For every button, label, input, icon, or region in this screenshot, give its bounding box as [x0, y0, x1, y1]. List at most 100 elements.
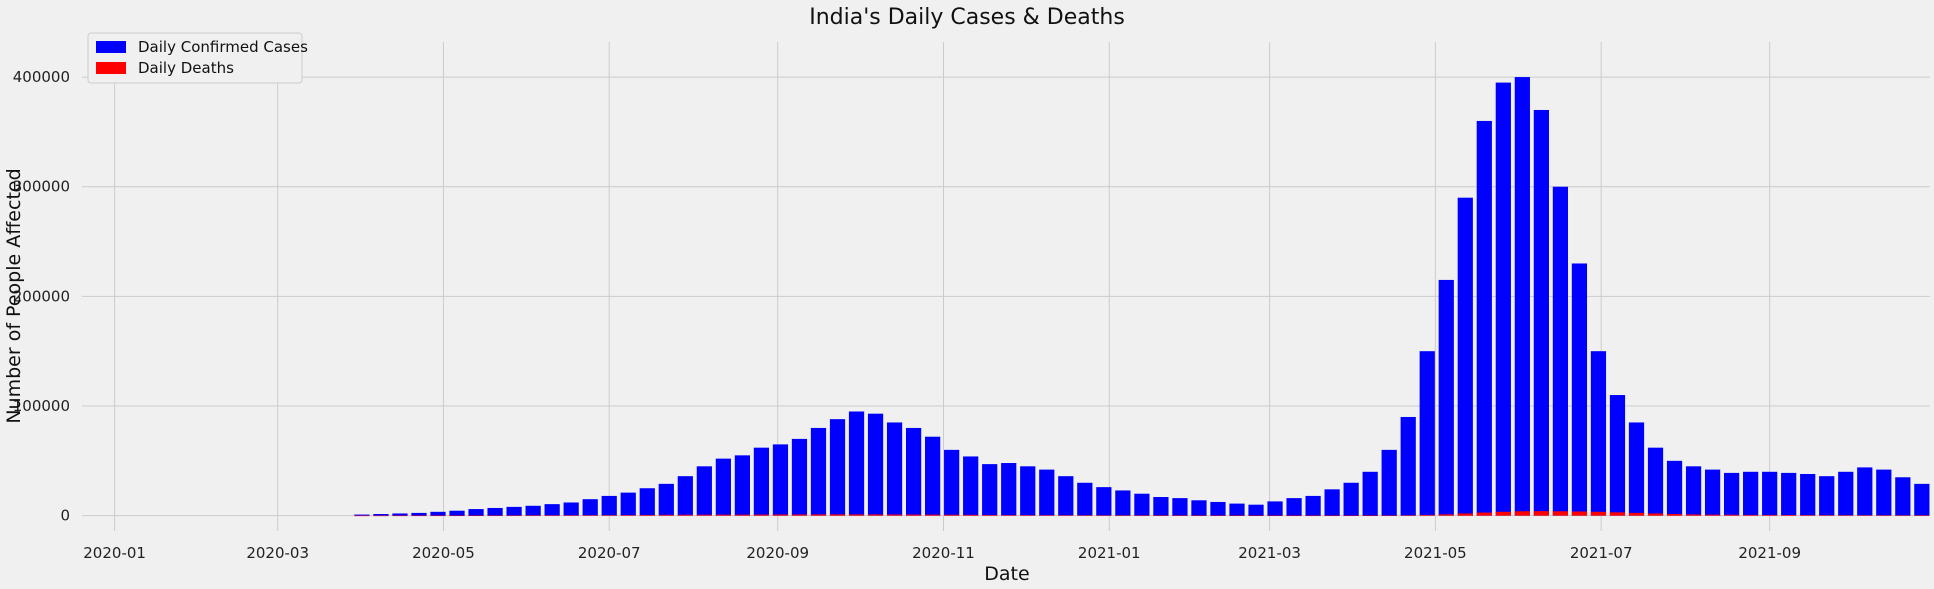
bar-confirmed-cases: [1438, 279, 1454, 516]
bar-daily-deaths: [1305, 515, 1321, 517]
bar-daily-deaths: [1324, 515, 1340, 517]
bar-confirmed-cases: [1724, 472, 1740, 516]
bar-confirmed-cases: [772, 444, 789, 516]
bar-daily-deaths: [1876, 515, 1892, 516]
bar-daily-deaths: [639, 514, 655, 516]
bar-confirmed-cases: [525, 505, 541, 516]
bar-confirmed-cases: [1762, 471, 1778, 516]
x-tick-label: 2021-05: [1404, 544, 1467, 562]
bar-confirmed-cases: [791, 438, 808, 516]
bar-daily-deaths: [411, 515, 427, 517]
bar-confirmed-cases: [1172, 498, 1188, 516]
bar-confirmed-cases: [582, 499, 598, 516]
bar-confirmed-cases: [1210, 501, 1226, 516]
bar-confirmed-cases: [1514, 77, 1530, 516]
bar-daily-deaths: [544, 515, 560, 516]
bar-daily-deaths: [487, 515, 503, 516]
bar-daily-deaths: [1343, 515, 1359, 517]
bar-daily-deaths: [886, 514, 903, 516]
bar-confirmed-cases: [1324, 489, 1340, 516]
bar-confirmed-cases: [1666, 460, 1683, 516]
bar-daily-deaths: [1438, 514, 1454, 516]
bar-daily-deaths: [1286, 515, 1302, 517]
bar-daily-deaths: [1914, 515, 1930, 516]
bar-daily-deaths: [963, 514, 979, 516]
bar-confirmed-cases: [1552, 186, 1569, 516]
bar-confirmed-cases: [1020, 466, 1036, 516]
bar-daily-deaths: [1514, 511, 1530, 516]
bar-confirmed-cases: [544, 504, 560, 516]
bar-confirmed-cases: [1305, 495, 1321, 516]
bar-confirmed-cases: [354, 514, 370, 516]
bar-confirmed-cases: [1362, 471, 1378, 516]
bar-daily-deaths: [1895, 515, 1911, 516]
bar-daily-deaths: [1476, 512, 1492, 516]
bar-confirmed-cases: [620, 492, 636, 516]
bar-daily-deaths: [1248, 515, 1264, 516]
x-tick-label: 2020-07: [578, 544, 641, 562]
bar-confirmed-cases: [677, 476, 693, 516]
bar-daily-deaths: [620, 515, 636, 516]
bar-daily-deaths: [430, 515, 446, 517]
bar-confirmed-cases: [715, 458, 731, 516]
bar-confirmed-cases: [1895, 477, 1911, 516]
x-axis-label: Date: [984, 563, 1029, 585]
bar-daily-deaths: [468, 515, 484, 516]
x-tick-label: 2020-05: [412, 544, 475, 562]
bar-daily-deaths: [677, 514, 693, 516]
bar-confirmed-cases: [1134, 493, 1150, 516]
bar-confirmed-cases: [1876, 469, 1892, 516]
y-tick-label: 200000: [13, 287, 70, 305]
bar-confirmed-cases: [1819, 476, 1835, 516]
bar-confirmed-cases: [1419, 351, 1435, 516]
bar-confirmed-cases: [1838, 471, 1854, 516]
bar-daily-deaths: [1857, 515, 1873, 516]
bar-daily-deaths: [848, 514, 865, 516]
bar-confirmed-cases: [905, 427, 922, 516]
bar-daily-deaths: [982, 514, 998, 516]
bar-confirmed-cases: [753, 447, 770, 516]
bar-daily-deaths: [1647, 513, 1664, 516]
bar-daily-deaths: [1685, 514, 1702, 516]
bar-daily-deaths: [601, 515, 617, 516]
series-confirmed-cases: [354, 77, 1930, 516]
bar-confirmed-cases: [1381, 449, 1397, 516]
legend: Daily Confirmed Cases Daily Deaths: [87, 32, 308, 84]
bar-confirmed-cases: [639, 488, 655, 516]
bar-daily-deaths: [1134, 515, 1150, 516]
y-tick-label: 0: [60, 507, 70, 525]
bar-confirmed-cases: [1191, 500, 1207, 516]
bar-daily-deaths: [715, 514, 731, 516]
bar-daily-deaths: [1419, 514, 1435, 516]
bar-daily-deaths: [1362, 515, 1378, 516]
x-tick-label: 2020-09: [746, 544, 809, 562]
y-tick-label: 100000: [13, 397, 70, 415]
bar-confirmed-cases: [1343, 482, 1359, 516]
legend-label-cases: Daily Confirmed Cases: [138, 38, 308, 56]
bar-confirmed-cases: [373, 514, 389, 516]
bar-confirmed-cases: [1229, 503, 1245, 516]
bar-daily-deaths: [1096, 515, 1112, 516]
bar-daily-deaths: [1724, 514, 1740, 516]
bar-confirmed-cases: [1590, 351, 1607, 516]
bar-daily-deaths: [1457, 513, 1473, 516]
bar-daily-deaths: [772, 514, 789, 516]
y-tick-label: 300000: [13, 178, 70, 196]
tick-labels: 0 100000 200000 300000 400000 2020-01 2020-03 2…: [13, 68, 1801, 562]
bar-confirmed-cases: [1058, 476, 1074, 516]
bar-confirmed-cases: [1685, 466, 1702, 516]
bar-confirmed-cases: [430, 511, 446, 516]
x-tick-label: 2021-03: [1238, 544, 1301, 562]
bar-confirmed-cases: [1495, 82, 1511, 516]
bar-confirmed-cases: [487, 507, 503, 516]
bar-confirmed-cases: [696, 466, 712, 516]
bar-daily-deaths: [791, 514, 808, 516]
bar-confirmed-cases: [1781, 472, 1797, 516]
bar-confirmed-cases: [886, 422, 903, 516]
bar-daily-deaths: [1058, 515, 1074, 516]
x-tick-label: 2021-01: [1078, 544, 1141, 562]
bar-confirmed-cases: [1001, 463, 1017, 516]
bar-confirmed-cases: [982, 464, 998, 516]
bar-daily-deaths: [1628, 512, 1645, 516]
bar-daily-deaths: [1666, 514, 1683, 516]
